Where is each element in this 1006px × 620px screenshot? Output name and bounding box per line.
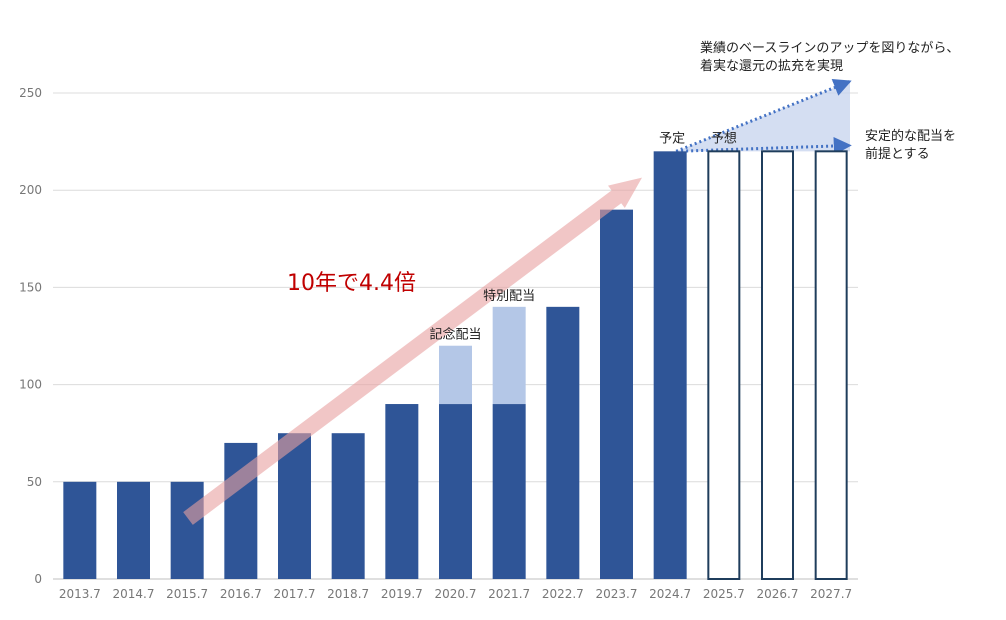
- x-tick-label: 2026.7: [757, 587, 799, 601]
- x-tick-label: 2020.7: [435, 587, 477, 601]
- x-tick-label: 2022.7: [542, 587, 584, 601]
- y-tick-label: 150: [19, 280, 42, 294]
- plan-label: 予定: [659, 131, 685, 146]
- bar-2022.7: [546, 306, 580, 579]
- bar-2015.7: [170, 481, 204, 579]
- y-tick-label: 100: [19, 378, 42, 392]
- baseline-dotted-arrow: [676, 137, 852, 156]
- growth-arrow-shape: [183, 177, 642, 525]
- x-tick-label: 2021.7: [488, 587, 530, 601]
- bar-2020.7: [439, 404, 472, 579]
- x-tick-label: 2027.7: [810, 587, 852, 601]
- growth-arrow-group: [183, 177, 642, 525]
- y-tick-label: 50: [27, 475, 42, 489]
- x-tick-label: 2019.7: [381, 587, 423, 601]
- bar-2013.7: [63, 481, 97, 579]
- bar-2018.7: [331, 433, 365, 579]
- forecast-bar-2025.7: [707, 150, 741, 580]
- x-tick-label: 2018.7: [327, 587, 369, 601]
- growth-label: 10年で4.4倍: [287, 271, 416, 296]
- axis-labels: 0 50 100 150 200 250 2013.7 2014.7 2015.7 2016.7 2…: [19, 86, 852, 601]
- y-tick-label: 200: [19, 183, 42, 197]
- forecast-label: 予想: [711, 130, 737, 146]
- baseline-note-line2: 前提とする: [865, 146, 930, 162]
- y-tick-label: 0: [34, 572, 42, 586]
- bar-2021.7: [492, 404, 526, 579]
- special-bar-2021.7: [492, 306, 526, 405]
- commemorative-dividend-label: 記念配当: [429, 327, 481, 343]
- upside-note-line1: 業績のベースラインのアップを図りながら、: [700, 40, 959, 56]
- upside-dotted-arrow: [675, 79, 852, 153]
- baseline-note-line1: 安定的な配当を: [865, 128, 956, 144]
- bars: [63, 150, 848, 580]
- bar-2014.7: [117, 481, 150, 579]
- bar-2019.7: [385, 404, 419, 579]
- forecast-bar-2027.7: [814, 150, 848, 580]
- bar-2023.7: [600, 209, 633, 579]
- x-tick-label: 2024.7: [649, 587, 691, 601]
- bar-2024.7: [653, 151, 687, 579]
- special-bar-2020.7: [439, 345, 472, 405]
- upside-wedge: [676, 81, 850, 152]
- bar-2017.7: [278, 433, 311, 579]
- x-tick-label: 2013.7: [59, 587, 101, 601]
- x-tick-label: 2017.7: [274, 587, 316, 601]
- upside-note-line2: 着実な還元の拡充を実現: [700, 58, 843, 74]
- special-dividend-label: 特別配当: [483, 289, 535, 304]
- forecast-bar-2026.7: [761, 150, 794, 580]
- y-tick-label: 250: [19, 86, 42, 100]
- forecast-wedge: [675, 79, 852, 156]
- x-tick-label: 2014.7: [113, 587, 155, 601]
- growth-arrow: [183, 177, 642, 525]
- x-tick-label: 2015.7: [166, 587, 208, 601]
- x-tick-label: 2025.7: [703, 587, 745, 601]
- x-tick-label: 2023.7: [596, 587, 638, 601]
- x-tick-label: 2016.7: [220, 587, 262, 601]
